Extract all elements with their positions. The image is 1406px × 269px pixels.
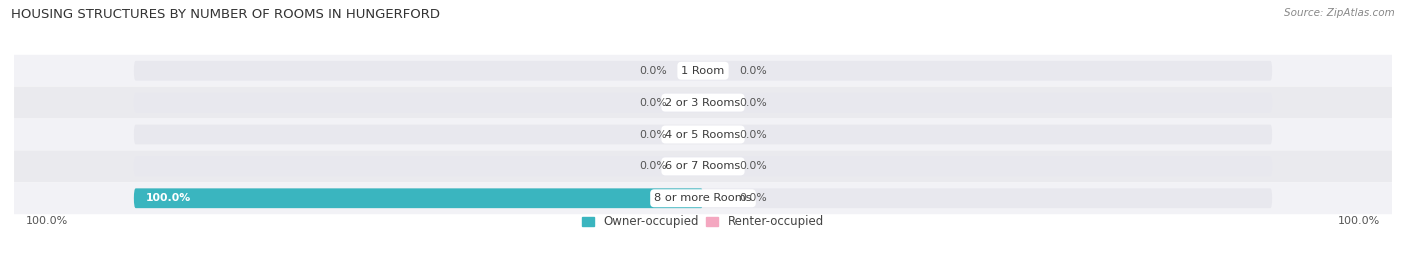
Text: 0.0%: 0.0% bbox=[740, 98, 766, 108]
Text: 0.0%: 0.0% bbox=[740, 129, 766, 140]
Text: 0.0%: 0.0% bbox=[740, 66, 766, 76]
Text: 0.0%: 0.0% bbox=[740, 161, 766, 171]
FancyBboxPatch shape bbox=[134, 125, 1272, 144]
Text: 1 Room: 1 Room bbox=[682, 66, 724, 76]
Text: 0.0%: 0.0% bbox=[640, 129, 666, 140]
Text: 0.0%: 0.0% bbox=[740, 193, 766, 203]
FancyBboxPatch shape bbox=[14, 55, 1392, 87]
Text: 2 or 3 Rooms: 2 or 3 Rooms bbox=[665, 98, 741, 108]
Text: 0.0%: 0.0% bbox=[640, 98, 666, 108]
Text: 4 or 5 Rooms: 4 or 5 Rooms bbox=[665, 129, 741, 140]
FancyBboxPatch shape bbox=[14, 87, 1392, 119]
FancyBboxPatch shape bbox=[14, 119, 1392, 150]
Legend: Owner-occupied, Renter-occupied: Owner-occupied, Renter-occupied bbox=[582, 215, 824, 228]
Text: 8 or more Rooms: 8 or more Rooms bbox=[654, 193, 752, 203]
FancyBboxPatch shape bbox=[134, 93, 1272, 112]
Text: 6 or 7 Rooms: 6 or 7 Rooms bbox=[665, 161, 741, 171]
Text: Source: ZipAtlas.com: Source: ZipAtlas.com bbox=[1284, 8, 1395, 18]
FancyBboxPatch shape bbox=[134, 61, 1272, 81]
FancyBboxPatch shape bbox=[14, 150, 1392, 182]
FancyBboxPatch shape bbox=[134, 188, 703, 208]
FancyBboxPatch shape bbox=[134, 188, 1272, 208]
Text: 100.0%: 100.0% bbox=[1337, 215, 1379, 226]
FancyBboxPatch shape bbox=[14, 182, 1392, 214]
Text: 100.0%: 100.0% bbox=[27, 215, 69, 226]
FancyBboxPatch shape bbox=[134, 157, 1272, 176]
Text: 0.0%: 0.0% bbox=[640, 161, 666, 171]
Text: HOUSING STRUCTURES BY NUMBER OF ROOMS IN HUNGERFORD: HOUSING STRUCTURES BY NUMBER OF ROOMS IN… bbox=[11, 8, 440, 21]
Text: 100.0%: 100.0% bbox=[146, 193, 191, 203]
Text: 0.0%: 0.0% bbox=[640, 66, 666, 76]
